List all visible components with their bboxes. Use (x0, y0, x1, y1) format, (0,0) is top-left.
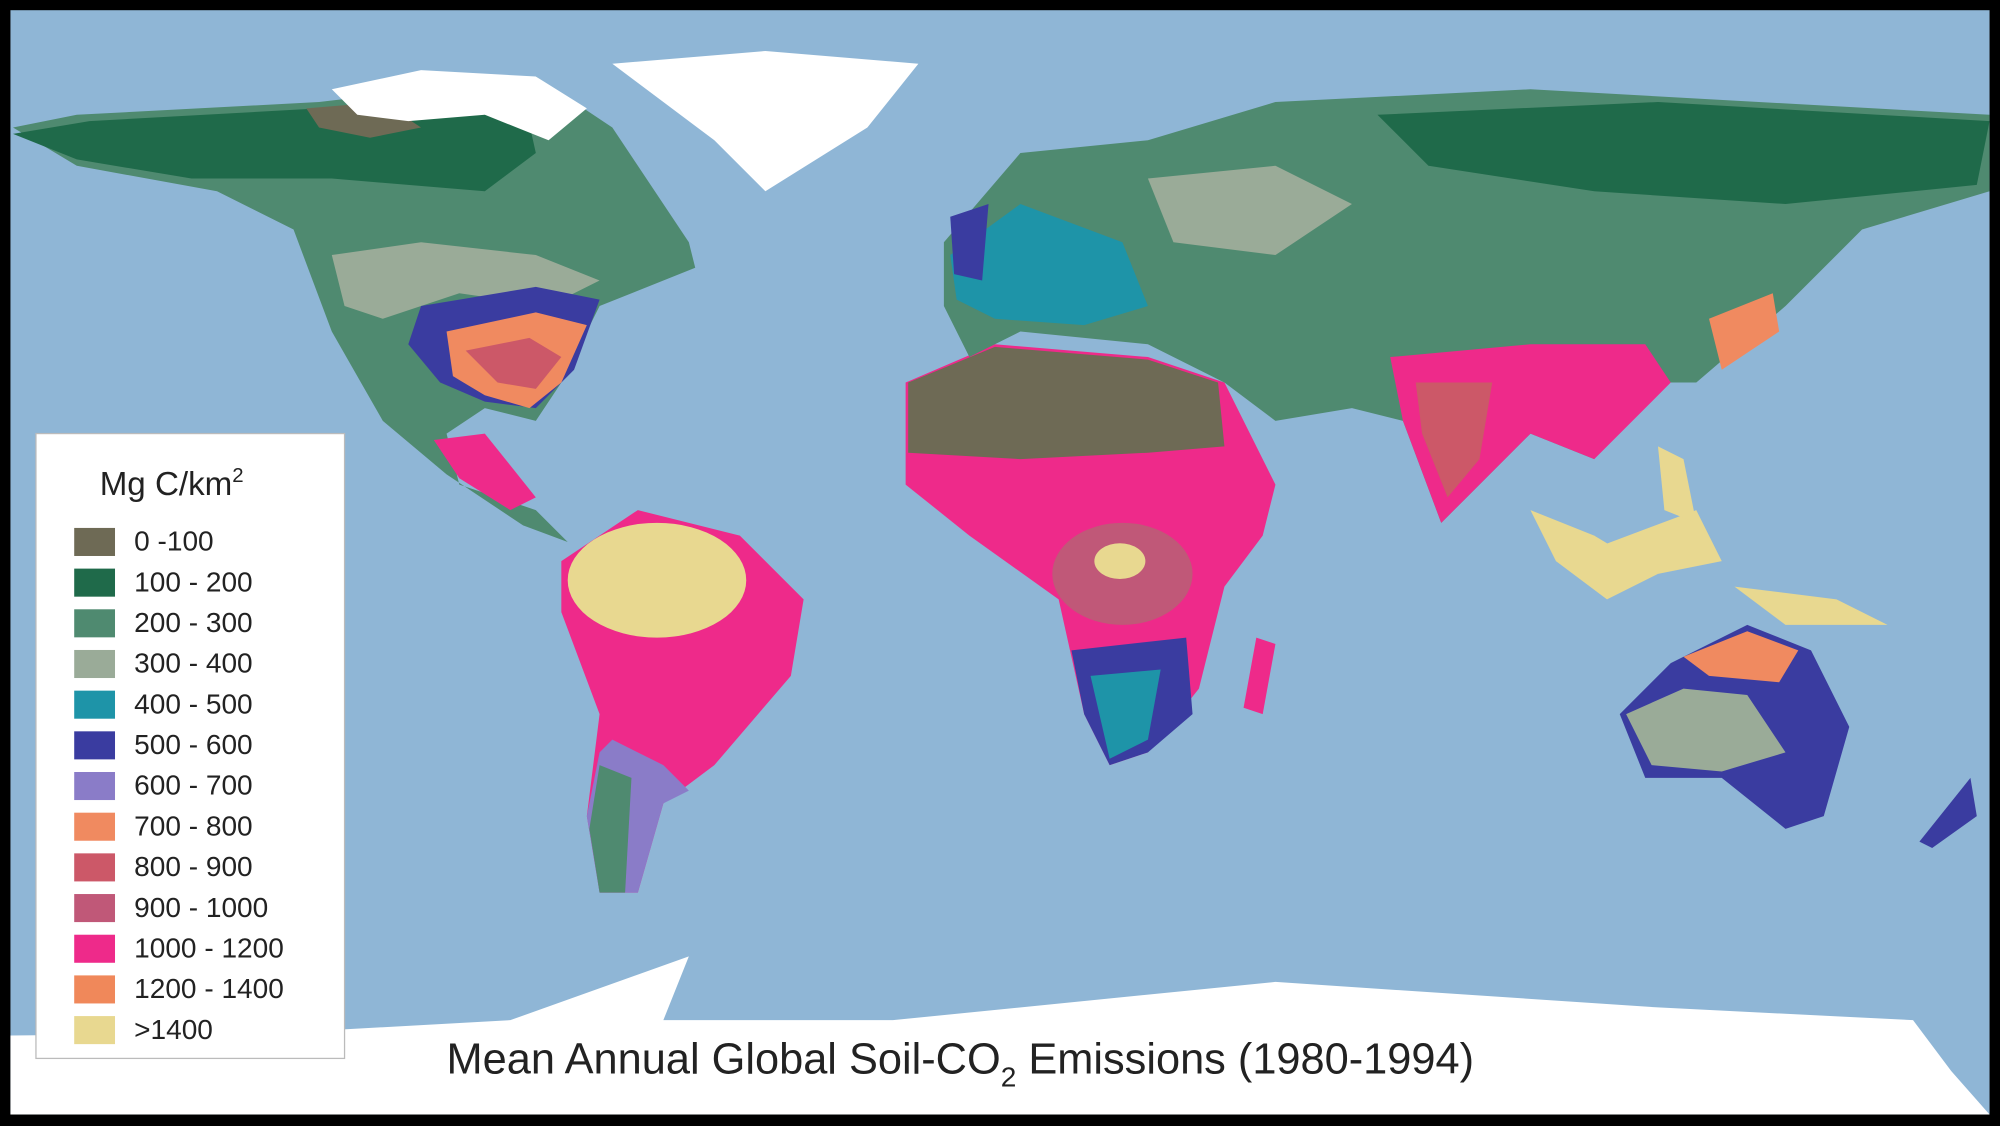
legend-label: 200 - 300 (134, 607, 253, 638)
legend-label: 700 - 800 (134, 810, 253, 841)
title-text: Mean Annual Global Soil-CO (447, 1036, 1001, 1084)
title-text: Emissions (1980-1994) (1016, 1036, 1474, 1084)
legend-swatch (74, 772, 116, 801)
legend-swatch (74, 934, 116, 963)
land-region (1658, 446, 1697, 523)
legend-swatch (74, 609, 116, 638)
land-region (567, 522, 747, 638)
legend-swatch (74, 975, 116, 1004)
legend-swatch (74, 853, 116, 882)
legend-label: >1400 (134, 1014, 213, 1045)
legend-label: 500 - 600 (134, 729, 253, 760)
land-region (1594, 510, 1722, 574)
land (12, 51, 1990, 893)
legend-swatch (74, 649, 116, 679)
land-region (1147, 165, 1352, 256)
legend-title-superscript: 2 (232, 465, 243, 487)
land-region (1919, 777, 1977, 849)
legend-label: 600 - 700 (134, 770, 253, 801)
legend-label: 1000 - 1200 (134, 932, 284, 963)
land-region (1683, 631, 1799, 683)
title: Mean Annual Global Soil-CO2 Emissions (1… (447, 1036, 1474, 1093)
land-region (1626, 688, 1786, 772)
legend-swatch (74, 812, 116, 841)
land-region (950, 204, 989, 281)
land-region (1243, 637, 1276, 715)
land-region (1377, 102, 1990, 205)
ice (10, 956, 1990, 1115)
land-region (908, 346, 1225, 460)
legend-swatch (74, 731, 116, 760)
legend-label: 900 - 1000 (134, 892, 268, 923)
land-region (1709, 293, 1780, 370)
legend-label: 400 - 500 (134, 688, 253, 719)
land-region (1415, 382, 1493, 498)
land-region (433, 433, 536, 511)
legend-swatch (74, 894, 116, 923)
land-region (950, 204, 1148, 326)
land-region (1094, 543, 1146, 579)
legend-swatch (74, 568, 116, 597)
ice (331, 70, 587, 141)
legend-swatch (74, 527, 116, 556)
legend-swatch (74, 690, 116, 719)
legend-label: 800 - 900 (134, 851, 253, 882)
legend-label: 1200 - 1400 (134, 973, 284, 1004)
legend-label: 300 - 400 (134, 648, 253, 679)
legend-swatch (74, 1016, 116, 1045)
land-region (465, 337, 562, 389)
ice (612, 51, 919, 192)
title-subscript: 2 (1001, 1061, 1017, 1092)
legend-title: Mg C/km2 (100, 465, 244, 503)
land-region (1090, 669, 1161, 759)
legend-title-text: Mg C/km (100, 466, 233, 503)
legend: 0 -100 100 - 200 200 - 300 300 - 400 400 - 5… (74, 526, 284, 1045)
land-region (1734, 586, 1888, 625)
legend-label: 100 - 200 (134, 566, 253, 597)
legend-label: 0 -100 (134, 526, 214, 557)
land-region (1530, 510, 1659, 600)
land-region (589, 765, 632, 893)
